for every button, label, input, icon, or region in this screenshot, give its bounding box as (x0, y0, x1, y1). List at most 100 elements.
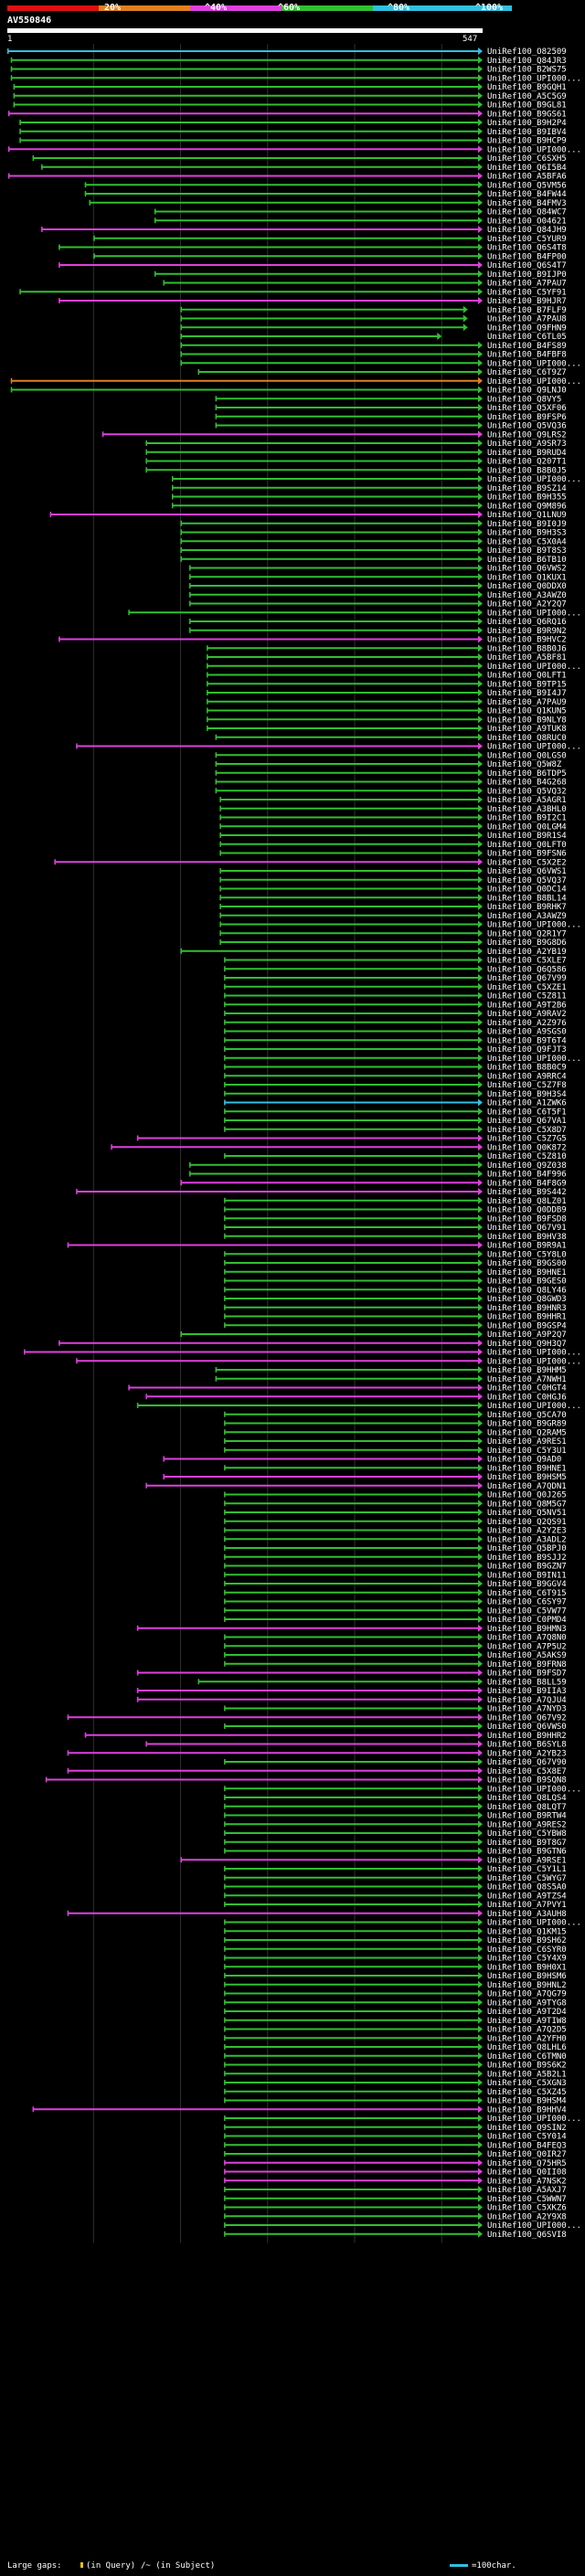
hit-row[interactable]: UniRef100_B9HV38 (224, 1232, 567, 1242)
hit-label[interactable]: UniRef100_C5Z810 (487, 1152, 567, 1161)
hit-bar[interactable] (180, 344, 479, 346)
hit-bar[interactable] (224, 1992, 479, 1995)
hit-label[interactable]: UniRef100_Q0DC14 (487, 885, 567, 895)
hit-row[interactable]: UniRef100_A7P5U2 (224, 1642, 567, 1651)
hit-row[interactable]: UniRef100_B7FLF9 (180, 305, 567, 315)
hit-label[interactable]: UniRef100_B8LL59 (487, 1678, 567, 1687)
hit-row[interactable]: UniRef100_Q8LQT7 (224, 1802, 567, 1812)
hit-bar[interactable] (189, 1163, 480, 1166)
hit-bar[interactable] (93, 255, 480, 258)
hit-row[interactable]: UniRef100_Q5XF06 (215, 404, 567, 413)
hit-row[interactable]: UniRef100_Q0IR27 (224, 2150, 567, 2159)
hit-row[interactable]: UniRef100_B4FS89 (180, 341, 567, 351)
hit-label[interactable]: UniRef100_A7QJU4 (487, 1696, 567, 1705)
hit-label[interactable]: UniRef100_Q9FHN9 (487, 323, 567, 333)
hit-row[interactable]: UniRef100_A7QJU4 (136, 1695, 567, 1705)
hit-row[interactable]: UniRef100_C5Y1L1 (224, 1865, 567, 1874)
hit-row[interactable]: UniRef100_C5X8E7 (67, 1766, 567, 1776)
hit-bar[interactable] (215, 763, 479, 765)
hit-row[interactable]: UniRef100_Q8GWD3 (224, 1295, 567, 1304)
hit-label[interactable]: UniRef100_UPI000... (487, 743, 581, 752)
hit-label[interactable]: UniRef100_B9I2C1 (487, 814, 567, 823)
hit-row[interactable]: UniRef100_A7PVY1 (224, 1901, 567, 1910)
hit-row[interactable]: UniRef100_UPI000... (219, 920, 581, 930)
hit-label[interactable]: UniRef100_C5VW77 (487, 1606, 567, 1616)
hit-row[interactable]: UniRef100_B9GQH1 (13, 83, 567, 92)
hit-row[interactable]: UniRef100_B9GL81 (13, 101, 567, 111)
hit-row[interactable]: UniRef100_Q0LFT0 (219, 840, 567, 850)
hit-row[interactable]: UniRef100_UPI000... (76, 742, 581, 752)
hit-label[interactable]: UniRef100_A5BF81 (487, 653, 567, 663)
hit-row[interactable]: UniRef100_B9H3S4 (224, 1089, 567, 1099)
hit-row[interactable]: UniRef100_C5Z810 (224, 1152, 567, 1161)
hit-row[interactable]: UniRef100_B9HNR3 (224, 1303, 567, 1313)
hit-row[interactable]: UniRef100_Q5VQ32 (215, 787, 567, 796)
hit-row[interactable]: UniRef100_B9HNL2 (224, 1980, 567, 1990)
hit-bar[interactable] (224, 1413, 479, 1415)
hit-bar[interactable] (93, 237, 480, 239)
hit-bar[interactable] (215, 415, 479, 418)
hit-bar[interactable] (224, 2179, 479, 2182)
hit-row[interactable]: UniRef100_A5AKS9 (224, 1651, 567, 1660)
hit-label[interactable]: UniRef100_B7FLF9 (487, 306, 567, 315)
hit-row[interactable]: UniRef100_B9I0J9 (180, 519, 567, 529)
hit-row[interactable]: UniRef100_Q9SIN2 (224, 2123, 567, 2133)
hit-label[interactable]: UniRef100_Q0IR27 (487, 2150, 567, 2159)
hit-label[interactable]: UniRef100_B9HHR1 (487, 1313, 567, 1322)
hit-bar[interactable] (224, 2215, 479, 2218)
hit-row[interactable]: UniRef100_Q6I5B4 (41, 163, 567, 173)
hit-label[interactable]: UniRef100_B9FSN6 (487, 850, 567, 859)
hit-bar[interactable] (224, 2037, 479, 2040)
hit-bar[interactable] (215, 398, 479, 400)
hit-label[interactable]: UniRef100_C0PMD4 (487, 1616, 567, 1625)
hit-row[interactable]: UniRef100_B9GSP4 (224, 1321, 567, 1330)
hit-label[interactable]: UniRef100_B4FP00 (487, 252, 567, 261)
hit-label[interactable]: UniRef100_UPI000... (487, 609, 581, 618)
hit-row[interactable]: UniRef100_B9TP15 (207, 680, 567, 689)
hit-label[interactable]: UniRef100_Q9H3Q7 (487, 1340, 567, 1349)
hit-row[interactable]: UniRef100_Q5BPJ0 (224, 1544, 567, 1553)
hit-label[interactable]: UniRef100_Q8M5G7 (487, 1500, 567, 1509)
hit-bar[interactable] (219, 906, 479, 907)
hit-label[interactable]: UniRef100_C5Y4X9 (487, 1955, 567, 1964)
hit-label[interactable]: UniRef100_A3AUH8 (487, 1910, 567, 1919)
hit-row[interactable]: UniRef100_O82509 (7, 48, 567, 57)
hit-bar[interactable] (224, 1155, 479, 1157)
hit-bar[interactable] (219, 941, 479, 943)
hit-row[interactable]: UniRef100_B6SYL8 (145, 1740, 567, 1750)
hit-row[interactable]: UniRef100_A9RRC4 (224, 1072, 567, 1081)
hit-label[interactable]: UniRef100_Q0LGS0 (487, 751, 567, 760)
hit-row[interactable]: UniRef100_A7Q8N0 (224, 1633, 567, 1643)
hit-label[interactable]: UniRef100_Q8S5A0 (487, 1883, 567, 1892)
hit-row[interactable]: UniRef100_A3AUH8 (67, 1909, 567, 1919)
hit-row[interactable]: UniRef100_A9TYG8 (224, 1998, 567, 2008)
hit-bar[interactable] (145, 451, 479, 453)
hit-bar[interactable] (207, 692, 479, 694)
hit-row[interactable]: UniRef100_Q9AD0 (163, 1455, 561, 1465)
hit-bar[interactable] (224, 1253, 479, 1256)
hit-bar[interactable] (89, 201, 480, 204)
hit-row[interactable]: UniRef100_Q9H3Q7 (58, 1339, 567, 1349)
hit-row[interactable]: UniRef100_C5Y4X9 (224, 1954, 567, 1964)
hit-label[interactable]: UniRef100_B9HNE1 (487, 1268, 567, 1277)
hit-label[interactable]: UniRef100_A7QDN1 (487, 1482, 567, 1491)
hit-row[interactable]: UniRef100_Q6RQ16 (189, 618, 567, 627)
hit-label[interactable]: UniRef100_C6TL05 (487, 333, 567, 342)
hit-row[interactable]: UniRef100_Q0K872 (111, 1143, 567, 1152)
hit-row[interactable]: UniRef100_Q67V90 (224, 1758, 567, 1767)
hit-row[interactable]: UniRef100_Q1KUN5 (207, 706, 567, 716)
hit-row[interactable]: UniRef100_B9FRN8 (224, 1659, 567, 1670)
hit-bar[interactable] (224, 2197, 479, 2200)
hit-label[interactable]: UniRef100_B9FSP6 (487, 413, 567, 422)
hit-row[interactable]: UniRef100_Q207T1 (145, 457, 567, 467)
hit-bar[interactable] (180, 335, 439, 337)
hit-bar[interactable] (219, 799, 479, 800)
hit-bar[interactable] (224, 2224, 479, 2226)
hit-label[interactable]: UniRef100_Q0J265 (487, 1491, 567, 1500)
hit-row[interactable]: UniRef100_C5XGN3 (224, 2079, 567, 2088)
hit-bar[interactable] (224, 1538, 479, 1541)
hit-label[interactable]: UniRef100_C5YBW8 (487, 1829, 567, 1839)
hit-row[interactable]: UniRef100_C6T915 (224, 1588, 567, 1598)
hit-row[interactable]: UniRef100_B9GGV4 (224, 1580, 567, 1589)
hit-label[interactable]: UniRef100_B9SH62 (487, 1936, 567, 1945)
